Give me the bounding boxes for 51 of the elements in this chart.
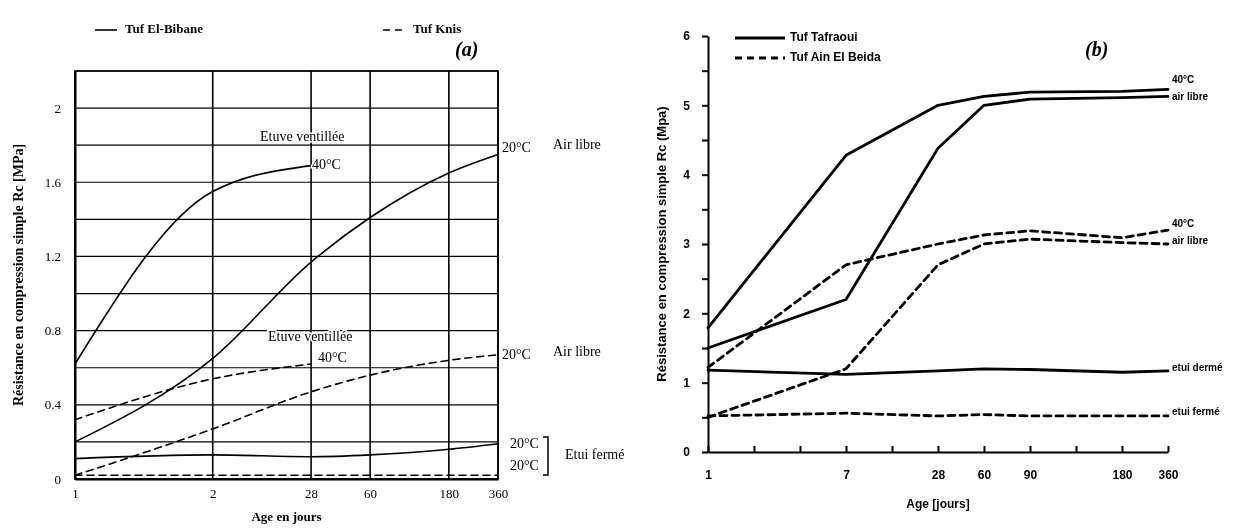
text: 20°C (502, 347, 531, 363)
x-tick-label: 180 (439, 486, 460, 502)
x-tick-label: 2 (209, 486, 217, 502)
x-tick-label: 28 (305, 486, 319, 502)
x-tick-label: 180 (1112, 467, 1133, 482)
y-tick-label: 0 (54, 471, 61, 487)
text: 20°C (510, 436, 539, 452)
text: air libre (1172, 234, 1209, 246)
legend-label: Tuf Ain El Beida (790, 50, 881, 65)
x-axis-title: Age [jours] (906, 497, 970, 511)
y-tick-label: 6 (683, 29, 691, 44)
y-tick-label: 5 (683, 98, 691, 113)
x-tick-label: 360 (1158, 467, 1179, 482)
x-tick-label: 1 (705, 467, 713, 482)
y-tick-label: 3 (683, 237, 691, 252)
text: air libre (1172, 90, 1209, 102)
y-tick-label: 2 (683, 306, 691, 321)
text: 20°C (502, 140, 531, 156)
legend-label: Tuf Knis (412, 20, 462, 36)
legend-label: Tuf Tafraoui (790, 30, 858, 45)
x-axis-title: Age en jours (251, 509, 322, 524)
y-tick-label: 1.2 (44, 249, 61, 265)
x-tick-label: 28 (931, 467, 946, 482)
y-tick-label: 0 (683, 445, 691, 460)
x-tick-label: 60 (364, 486, 378, 502)
annotation: 40°C (318, 350, 347, 366)
text: Air libre (553, 344, 601, 360)
annotation: 40°C (312, 157, 341, 173)
y-tick-label: 4 (683, 168, 691, 183)
x-tick-label: 90 (1023, 467, 1038, 482)
x-tick-label: 60 (977, 467, 992, 482)
text: 40°C (1172, 217, 1195, 229)
text: etui fermé (1172, 405, 1221, 417)
chart-title: (b) (1085, 38, 1109, 61)
text: Etui fermé (565, 447, 625, 463)
text: 40°C (1172, 73, 1195, 85)
y-tick-label: 0.8 (44, 323, 61, 339)
x-tick-label: 7 (843, 467, 851, 482)
y-tick-label: 1.6 (44, 174, 62, 190)
y-tick-label: 1 (683, 376, 691, 391)
text: etui dermé (1172, 361, 1224, 373)
y-tick-label: 2 (54, 100, 61, 116)
legend-label: Tuf El-Bibane (125, 20, 204, 36)
text: Air libre (553, 137, 601, 153)
y-axis-title: Résistance en compression simple Rc (Mpa) (654, 106, 669, 382)
y-tick-label: 0.4 (44, 397, 62, 413)
x-tick-label: 360 (488, 486, 509, 502)
x-tick-label: 1 (72, 486, 79, 502)
text: 20°C (510, 458, 539, 474)
chart-title: (a) (455, 38, 479, 61)
y-axis-title: Résistance en compression simple Rc [MPa] (11, 143, 26, 407)
